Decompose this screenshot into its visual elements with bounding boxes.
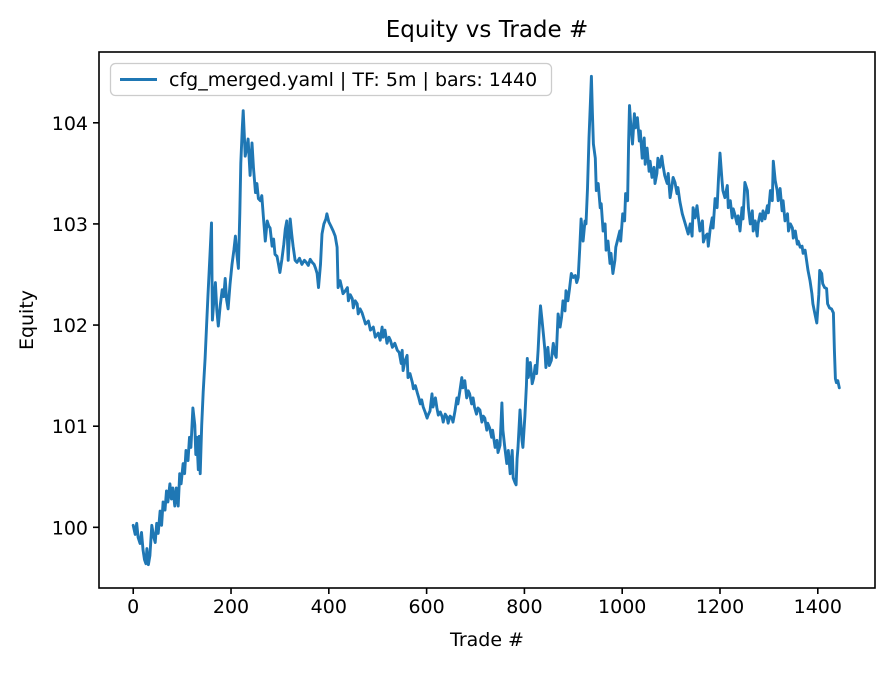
- x-tick-label: 1400: [794, 596, 842, 618]
- x-tick-label: 1000: [598, 596, 646, 618]
- x-tick-label: 400: [311, 596, 347, 618]
- chart-title: Equity vs Trade #: [386, 17, 589, 43]
- x-tick-label: 0: [127, 596, 139, 618]
- y-tick-label: 102: [52, 315, 88, 337]
- x-tick-label: 800: [506, 596, 542, 618]
- legend-box: [109, 62, 553, 97]
- legend-label: cfg_merged.yaml | TF: 5m | bars: 1440: [169, 69, 537, 91]
- y-tick-label: 103: [52, 214, 88, 236]
- x-axis-label: Trade #: [449, 629, 524, 651]
- x-tick-label: 200: [213, 596, 249, 618]
- x-axis: 0 200 400 600 800 1000 1200 1400: [127, 588, 842, 618]
- x-tick-label: 1200: [696, 596, 744, 618]
- equity-line-series: [131, 74, 841, 567]
- y-tick-label: 104: [52, 113, 88, 135]
- y-tick-label: 101: [52, 416, 88, 438]
- legend: cfg_merged.yaml | TF: 5m | bars: 1440: [109, 62, 553, 97]
- x-tick-label: 600: [408, 596, 444, 618]
- plot-frame: [98, 51, 876, 589]
- y-axis: 100 101 102 103 104: [52, 113, 99, 539]
- y-axis-label: Equity: [16, 290, 38, 350]
- y-tick-label: 100: [52, 517, 88, 539]
